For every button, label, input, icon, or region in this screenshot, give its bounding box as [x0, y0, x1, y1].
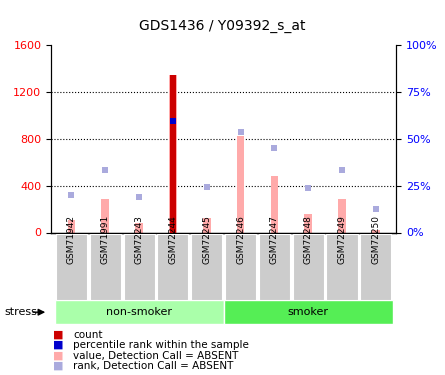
Bar: [191, 234, 222, 300]
Text: GSM72248: GSM72248: [303, 215, 313, 264]
Text: GSM72247: GSM72247: [270, 215, 279, 264]
Text: GSM72250: GSM72250: [371, 215, 380, 264]
Bar: [326, 234, 357, 300]
Bar: [135, 223, 143, 232]
Text: GDS1436 / Y09392_s_at: GDS1436 / Y09392_s_at: [139, 19, 306, 33]
Bar: [237, 136, 244, 232]
Bar: [90, 234, 121, 300]
Text: GSM71991: GSM71991: [101, 214, 110, 264]
Bar: [224, 300, 392, 324]
Text: GSM72249: GSM72249: [337, 215, 347, 264]
Bar: [338, 198, 346, 232]
Text: GSM71942: GSM71942: [67, 215, 76, 264]
Text: GSM72243: GSM72243: [134, 215, 144, 264]
Bar: [360, 234, 391, 300]
Bar: [372, 230, 380, 232]
Bar: [170, 75, 176, 232]
Bar: [259, 234, 290, 300]
Text: ■: ■: [53, 340, 64, 350]
Text: GSM72246: GSM72246: [236, 215, 245, 264]
Bar: [158, 234, 188, 300]
Bar: [68, 220, 75, 232]
Bar: [293, 234, 324, 300]
Text: non-smoker: non-smoker: [106, 307, 172, 317]
Text: ■: ■: [53, 351, 64, 360]
Bar: [55, 300, 224, 324]
Text: GSM72245: GSM72245: [202, 215, 211, 264]
Text: GSM72244: GSM72244: [168, 215, 178, 264]
Bar: [304, 214, 312, 232]
Text: ■: ■: [53, 361, 64, 371]
Text: stress: stress: [4, 307, 37, 317]
Bar: [271, 176, 278, 232]
Text: smoker: smoker: [287, 307, 329, 317]
Bar: [225, 234, 256, 300]
Bar: [56, 234, 87, 300]
Bar: [124, 234, 155, 300]
Text: value, Detection Call = ABSENT: value, Detection Call = ABSENT: [73, 351, 239, 360]
Text: ■: ■: [53, 330, 64, 339]
Text: percentile rank within the sample: percentile rank within the sample: [73, 340, 249, 350]
Text: count: count: [73, 330, 103, 339]
Bar: [203, 218, 210, 232]
Bar: [169, 75, 177, 232]
Text: rank, Detection Call = ABSENT: rank, Detection Call = ABSENT: [73, 361, 234, 371]
Bar: [101, 198, 109, 232]
